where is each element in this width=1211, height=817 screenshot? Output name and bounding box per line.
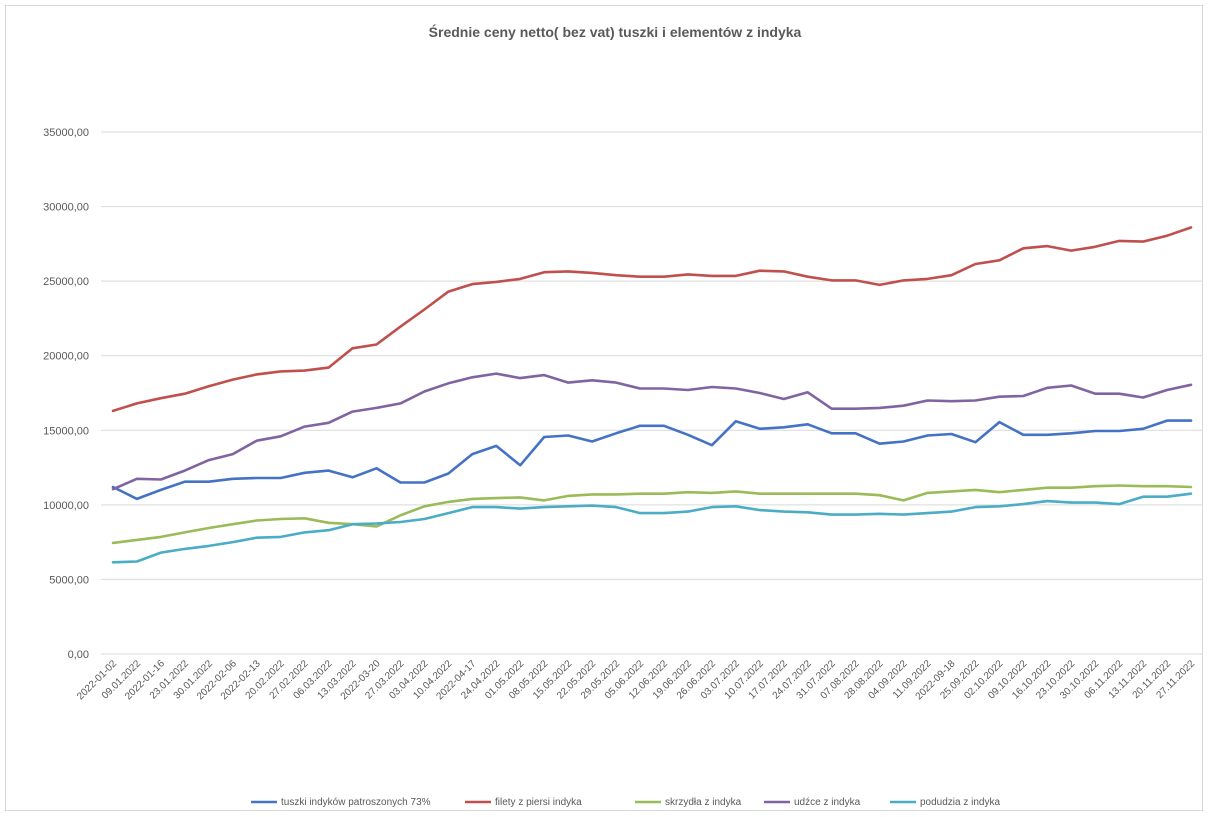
y-tick-label: 5000,00 bbox=[49, 574, 89, 586]
legend-label: podudzia z indyka bbox=[920, 797, 1000, 808]
y-axis-ticks: 0,00 5000,00 10000,00 15000,00 20000,00 25000… bbox=[43, 127, 89, 661]
legend-label: udźce z indyka bbox=[794, 797, 861, 808]
y-tick-label: 20000,00 bbox=[43, 351, 89, 363]
y-tick-label: 0,00 bbox=[68, 649, 89, 661]
y-tick-label: 10000,00 bbox=[43, 500, 89, 512]
y-tick-label: 30000,00 bbox=[43, 202, 89, 214]
chart-title: Średnie ceny netto( bez vat) tuszki i el… bbox=[429, 23, 802, 40]
series-line-5 bbox=[111, 492, 1193, 564]
line-chart: Średnie ceny netto( bez vat) tuszki i el… bbox=[43, 23, 1203, 808]
y-tick-label: 15000,00 bbox=[43, 425, 89, 437]
y-tick-label: 25000,00 bbox=[43, 276, 89, 288]
legend-label: skrzydła z indyka bbox=[665, 797, 742, 808]
gridlines bbox=[101, 131, 1203, 655]
series-line-4 bbox=[111, 372, 1193, 491]
y-tick-label: 35000,00 bbox=[43, 127, 89, 139]
chart-frame: Średnie ceny netto( bez vat) tuszki i el… bbox=[5, 5, 1203, 811]
legend: tuszki indyków patroszonych 73% filety z … bbox=[251, 797, 1000, 808]
legend-label: tuszki indyków patroszonych 73% bbox=[281, 797, 431, 808]
series-line-2 bbox=[111, 226, 1193, 413]
x-axis-ticks: 2022-01-0209.01.20222022-01-1623.01.2022… bbox=[75, 658, 1197, 702]
series-lines bbox=[111, 226, 1193, 564]
series-line-1 bbox=[111, 419, 1193, 501]
legend-label: filety z piersi indyka bbox=[495, 797, 582, 808]
series-line-3 bbox=[111, 484, 1193, 545]
